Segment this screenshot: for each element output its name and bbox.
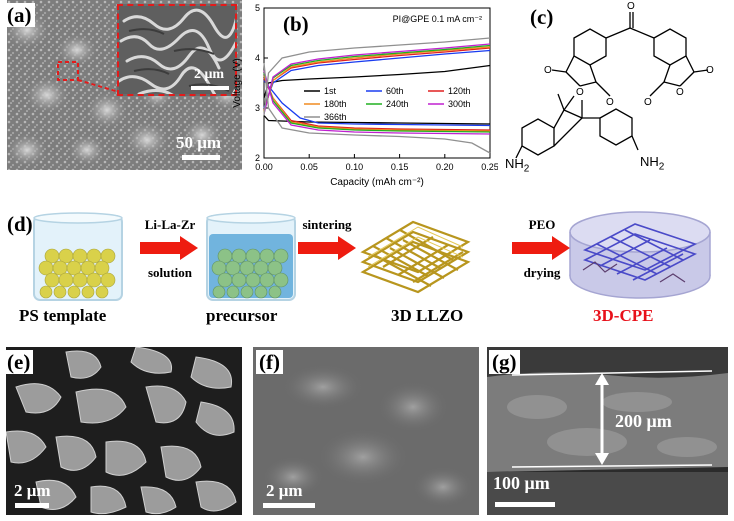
- sem-inset-a: 2 μm: [117, 4, 237, 96]
- series-line-charge-60th: [263, 49, 491, 109]
- atom-o: O: [676, 87, 684, 98]
- sem-texture-f: [253, 347, 479, 515]
- cpe-composite: [569, 211, 711, 299]
- atom-o: O: [706, 65, 714, 76]
- series-line-discharge-300th: [263, 70, 491, 135]
- scale-bar-inset: [191, 86, 229, 90]
- legend-label-60th: 60th: [386, 86, 404, 96]
- atom-o: O: [644, 97, 652, 108]
- scale-bar-e: [15, 503, 49, 508]
- amine-left-text: NH: [505, 156, 524, 171]
- scale-label-inset: 2 μm: [194, 67, 225, 82]
- sem-image-e: 2 μm: [6, 347, 242, 515]
- beaker-precursor: [206, 212, 296, 301]
- series-line-charge-300th: [263, 43, 491, 115]
- series-line-charge-180th: [263, 46, 491, 113]
- arrow-label-1-top: Li-La-Zr: [144, 217, 196, 232]
- atom-o: O: [627, 1, 635, 12]
- x-tick-label: 0.10: [346, 162, 364, 172]
- panel-label-f: (f): [256, 350, 283, 374]
- scale-bar-f: [263, 503, 315, 508]
- x-tick-label: 0.00: [255, 162, 273, 172]
- series-line-charge-366th: [263, 37, 491, 116]
- legend-label-366th: 366th: [324, 112, 347, 122]
- y-tick-label: 5: [255, 3, 260, 13]
- bond-ring: [653, 28, 687, 66]
- panel-label-d: (d): [4, 212, 36, 236]
- scale-label-a: 50 μm: [176, 133, 222, 152]
- x-tick-label: 0.15: [391, 162, 409, 172]
- series-line-discharge-240th: [263, 72, 491, 133]
- step-caption-3d-cpe: 3D-CPE: [593, 306, 654, 325]
- scale-label-g: 100 μm: [493, 473, 550, 493]
- arrow-label-2-top: sintering: [302, 217, 352, 232]
- y-tick-label: 2: [255, 153, 260, 163]
- series-line-discharge-60th: [263, 80, 491, 127]
- voltage-chart: 0.00 0.05 0.10 0.15 0.20 0.25 2 3 4 5 Capacity (mA…: [232, 3, 498, 188]
- panel-label-e: (e): [4, 350, 34, 374]
- sem-texture-e: [6, 347, 242, 515]
- panel-label-b: (b): [283, 12, 309, 36]
- process-arrow-2: [298, 236, 356, 260]
- beaker-ps-template: [33, 212, 123, 301]
- amine-left: NH2: [505, 156, 529, 175]
- amine-right-sub: 2: [658, 161, 665, 173]
- panel-label-g: (g): [489, 350, 520, 374]
- x-tick-label: 0.20: [436, 162, 454, 172]
- panel-label-a: (a): [4, 3, 35, 27]
- legend-label-1st: 1st: [324, 86, 337, 96]
- x-axis-label: Capacity (mAh cm⁻²): [330, 177, 424, 188]
- scale-bar-a: [182, 155, 220, 160]
- step-caption-ps-template: PS template: [19, 306, 107, 325]
- process-arrow-3: [512, 236, 570, 260]
- llzo-framework: [360, 220, 471, 294]
- sem-image-g: 200 μm 100 μm: [487, 347, 728, 515]
- inset-connector: [57, 61, 120, 93]
- series-line-discharge-180th: [263, 75, 491, 132]
- series-line-charge-240th: [263, 44, 491, 114]
- arrow-label-1-bottom: solution: [147, 265, 193, 280]
- sem-texture-g: [487, 347, 728, 515]
- x-tick-label: 0.05: [300, 162, 318, 172]
- legend-label-300th: 300th: [448, 99, 471, 109]
- series-line-discharge-1st: [263, 115, 491, 125]
- atom-o: O: [576, 87, 584, 98]
- legend-label-180th: 180th: [324, 99, 347, 109]
- arrow-label-3-bottom: drying: [523, 265, 561, 280]
- y-axis-label: Voltage (V): [232, 58, 243, 107]
- amine-right: NH2: [640, 154, 664, 173]
- y-tick-label: 3: [255, 103, 260, 113]
- scale-label-f: 2 μm: [266, 481, 303, 500]
- chart-annotation: PI@GPE 0.1 mA cm⁻²: [393, 14, 482, 24]
- sem-inset-texture: [119, 6, 235, 94]
- atom-o: O: [606, 97, 614, 108]
- step-caption-3d-llzo: 3D LLZO: [391, 306, 464, 325]
- process-arrow-1: [140, 236, 198, 260]
- chemical-structures: O O O O O O O: [515, 1, 714, 159]
- scale-label-e: 2 μm: [14, 481, 51, 500]
- thickness-label-g: 200 μm: [615, 411, 672, 431]
- panel-label-c: (c): [527, 5, 557, 29]
- y-tick-label: 4: [255, 53, 260, 63]
- amine-left-sub: 2: [523, 163, 530, 175]
- series-line-discharge-366th: [263, 62, 491, 154]
- legend-label-240th: 240th: [386, 99, 409, 109]
- step-caption-precursor: precursor: [206, 306, 278, 325]
- legend-label-120th: 120th: [448, 86, 471, 96]
- ps-spheres: [38, 248, 116, 299]
- amine-right-text: NH: [640, 154, 659, 169]
- scale-bar-g: [495, 502, 555, 507]
- arrow-label-3-top: PEO: [528, 217, 556, 232]
- bond-ring: [599, 108, 633, 146]
- atom-o: O: [544, 65, 552, 76]
- bond-ring: [573, 28, 607, 66]
- sem-image-f: 2 μm: [253, 347, 479, 515]
- series-line-charge-1st: [263, 64, 491, 99]
- precursor-spheres: [211, 248, 289, 299]
- x-tick-label: 0.25: [481, 162, 498, 172]
- bond-ring: [521, 118, 555, 156]
